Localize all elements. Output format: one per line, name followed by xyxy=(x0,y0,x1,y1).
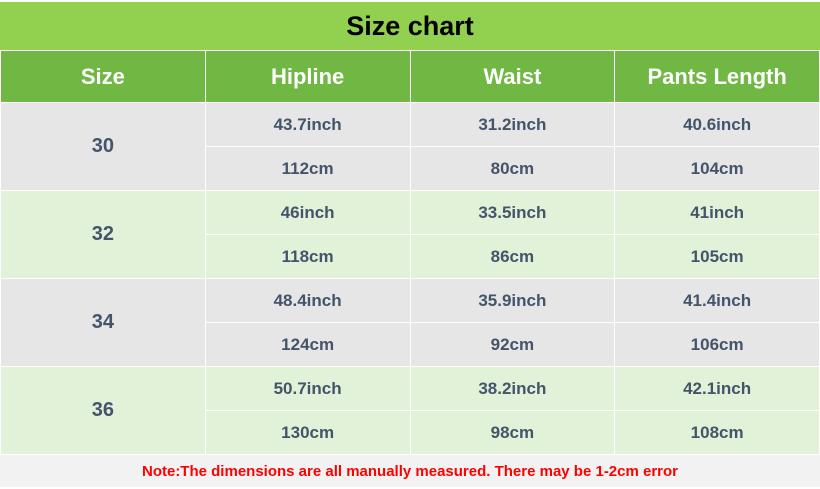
table-row-cm: 130cm 98cm 108cm xyxy=(1,410,820,455)
hipline-inch-cell: 50.7inch xyxy=(204,366,411,411)
size-cell: 30 xyxy=(0,102,206,191)
pants-length-inch-cell: 41.4inch xyxy=(614,278,820,323)
hipline-inch-cell: 46inch xyxy=(204,190,411,235)
hipline-cm-cell: 112cm xyxy=(204,146,411,191)
pants-length-cm-cell: 106cm xyxy=(614,322,820,367)
pants-length-inch-cell: 40.6inch xyxy=(614,102,820,147)
size-chart-title: Size chart xyxy=(0,2,820,50)
hipline-inch-cell: 48.4inch xyxy=(204,278,411,323)
waist-inch-cell: 33.5inch xyxy=(409,190,616,235)
waist-inch-cell: 38.2inch xyxy=(409,366,616,411)
waist-inch-cell: 31.2inch xyxy=(409,102,616,147)
table-row-cm: 112cm 80cm 104cm xyxy=(1,146,820,191)
table-row-inch: 34 48.4inch 35.9inch 41.4inch xyxy=(0,278,820,367)
hipline-cm-cell: 130cm xyxy=(204,410,411,455)
size-cell: 36 xyxy=(0,366,206,455)
table-row-cm: 118cm 86cm 105cm xyxy=(1,234,820,279)
waist-cm-cell: 86cm xyxy=(409,234,616,279)
pants-length-inch-cell: 41inch xyxy=(614,190,820,235)
size-cell: 32 xyxy=(0,190,206,279)
hipline-inch-cell: 43.7inch xyxy=(204,102,411,147)
size-table: Size Hipline Waist Pants Length 30 43.7in… xyxy=(0,50,820,455)
pants-length-cm-cell: 108cm xyxy=(614,410,820,455)
table-row-cm: 124cm 92cm 106cm xyxy=(1,322,820,367)
header-size: Size xyxy=(0,50,206,103)
table-row-inch: 36 50.7inch 38.2inch 42.1inch xyxy=(0,366,820,455)
hipline-cm-cell: 124cm xyxy=(204,322,411,367)
header-row: Size Hipline Waist Pants Length xyxy=(0,50,820,103)
header-waist: Waist xyxy=(409,50,616,103)
pants-length-cm-cell: 105cm xyxy=(614,234,820,279)
measurement-note: Note:The dimensions are all manually mea… xyxy=(0,455,820,487)
header-pants-length: Pants Length xyxy=(614,50,820,103)
waist-inch-cell: 35.9inch xyxy=(409,278,616,323)
pants-length-cm-cell: 104cm xyxy=(614,146,820,191)
table-row-inch: 30 43.7inch 31.2inch 40.6inch xyxy=(0,102,820,191)
pants-length-inch-cell: 42.1inch xyxy=(614,366,820,411)
header-hipline: Hipline xyxy=(204,50,411,103)
hipline-cm-cell: 118cm xyxy=(204,234,411,279)
waist-cm-cell: 98cm xyxy=(409,410,616,455)
waist-cm-cell: 80cm xyxy=(409,146,616,191)
waist-cm-cell: 92cm xyxy=(409,322,616,367)
size-cell: 34 xyxy=(0,278,206,367)
table-row-inch: 32 46inch 33.5inch 41inch xyxy=(0,190,820,279)
